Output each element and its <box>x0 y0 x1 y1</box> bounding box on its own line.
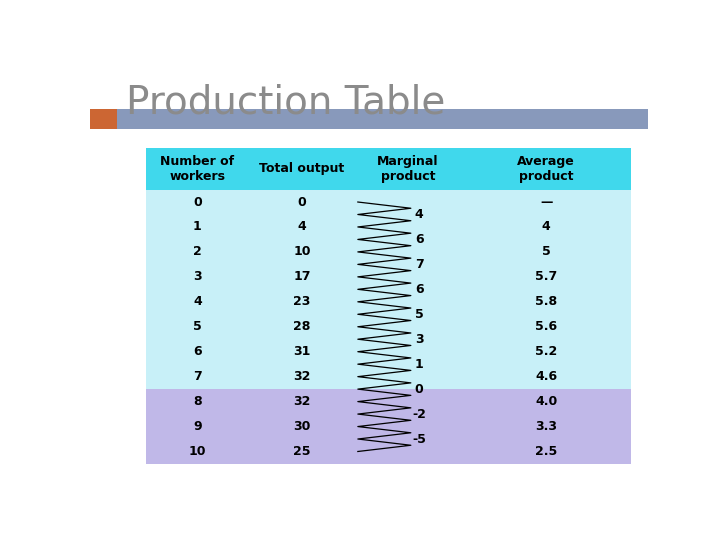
Text: 1: 1 <box>193 220 202 233</box>
Text: Production Table: Production Table <box>126 84 446 122</box>
Bar <box>145 364 631 389</box>
Text: 6: 6 <box>415 283 423 296</box>
Text: 31: 31 <box>293 345 311 358</box>
Bar <box>145 439 631 464</box>
Text: 5.2: 5.2 <box>535 345 557 358</box>
Text: 30: 30 <box>293 420 311 433</box>
Text: 4.0: 4.0 <box>535 395 557 408</box>
Text: 0: 0 <box>415 383 423 396</box>
Text: 23: 23 <box>293 295 311 308</box>
Text: 4.6: 4.6 <box>535 370 557 383</box>
Text: -2: -2 <box>413 408 426 421</box>
Bar <box>145 339 631 364</box>
Text: 3: 3 <box>415 333 423 346</box>
Text: -5: -5 <box>413 433 426 446</box>
Text: 32: 32 <box>293 370 311 383</box>
Text: 4: 4 <box>297 220 307 233</box>
Text: 4: 4 <box>541 220 551 233</box>
Text: 2.5: 2.5 <box>535 445 557 458</box>
Text: 7: 7 <box>415 258 423 271</box>
Bar <box>145 148 631 190</box>
Bar <box>145 414 631 439</box>
Text: 5.6: 5.6 <box>535 320 557 333</box>
Text: —: — <box>540 195 552 208</box>
Text: 3: 3 <box>193 271 202 284</box>
Bar <box>145 289 631 314</box>
Text: 2: 2 <box>193 245 202 259</box>
Text: Number of
workers: Number of workers <box>161 155 235 183</box>
Text: 4: 4 <box>415 208 423 221</box>
Text: 8: 8 <box>193 395 202 408</box>
Bar <box>145 265 631 289</box>
Text: 5.7: 5.7 <box>535 271 557 284</box>
Bar <box>117 109 648 129</box>
Bar <box>145 314 631 339</box>
Text: Total output: Total output <box>259 162 345 176</box>
Text: 10: 10 <box>293 245 311 259</box>
Text: 3.3: 3.3 <box>535 420 557 433</box>
Text: 32: 32 <box>293 395 311 408</box>
Text: 7: 7 <box>193 370 202 383</box>
Bar <box>145 389 631 414</box>
Text: 28: 28 <box>293 320 311 333</box>
Text: 4: 4 <box>193 295 202 308</box>
Text: 6: 6 <box>193 345 202 358</box>
Text: 9: 9 <box>193 420 202 433</box>
Bar <box>145 190 631 214</box>
Text: Marginal
product: Marginal product <box>377 155 438 183</box>
Text: 0: 0 <box>297 195 307 208</box>
Text: 1: 1 <box>415 357 423 370</box>
Bar <box>145 214 631 239</box>
Text: Average
product: Average product <box>517 155 575 183</box>
Text: 10: 10 <box>189 445 206 458</box>
Bar <box>145 239 631 265</box>
Text: 17: 17 <box>293 271 311 284</box>
Text: 5.8: 5.8 <box>535 295 557 308</box>
Text: 5: 5 <box>415 308 423 321</box>
Bar <box>90 109 117 129</box>
Text: 5: 5 <box>541 245 551 259</box>
Text: 6: 6 <box>415 233 423 246</box>
Text: 5: 5 <box>193 320 202 333</box>
Text: 25: 25 <box>293 445 311 458</box>
Text: 0: 0 <box>193 195 202 208</box>
